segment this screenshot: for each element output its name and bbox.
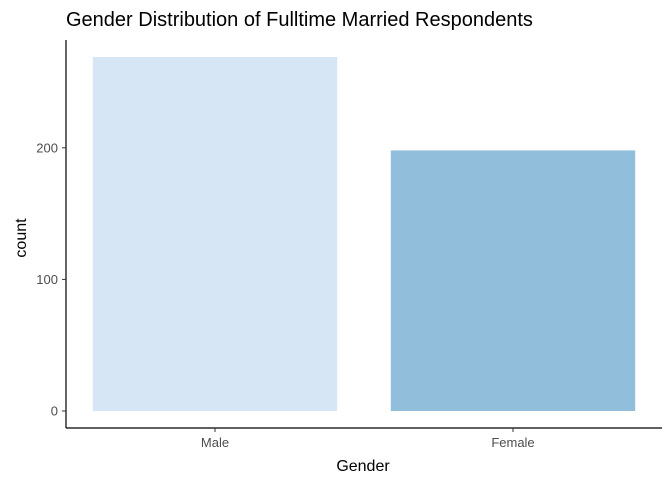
y-tick-label: 200	[36, 140, 58, 155]
chart-title: Gender Distribution of Fulltime Married …	[66, 9, 533, 31]
x-tick-label: Male	[201, 435, 229, 450]
bar-male	[92, 57, 338, 411]
y-tick-label: 0	[51, 404, 58, 419]
x-axis: Male Female	[66, 427, 662, 450]
x-axis-title: Gender	[336, 458, 390, 475]
y-axis-title: count	[13, 218, 30, 258]
bar-female	[390, 150, 636, 411]
y-axis: 0 100 200	[36, 40, 67, 428]
x-tick-label: Female	[491, 435, 534, 450]
bars-layer	[92, 57, 636, 411]
y-tick-label: 100	[36, 272, 58, 287]
